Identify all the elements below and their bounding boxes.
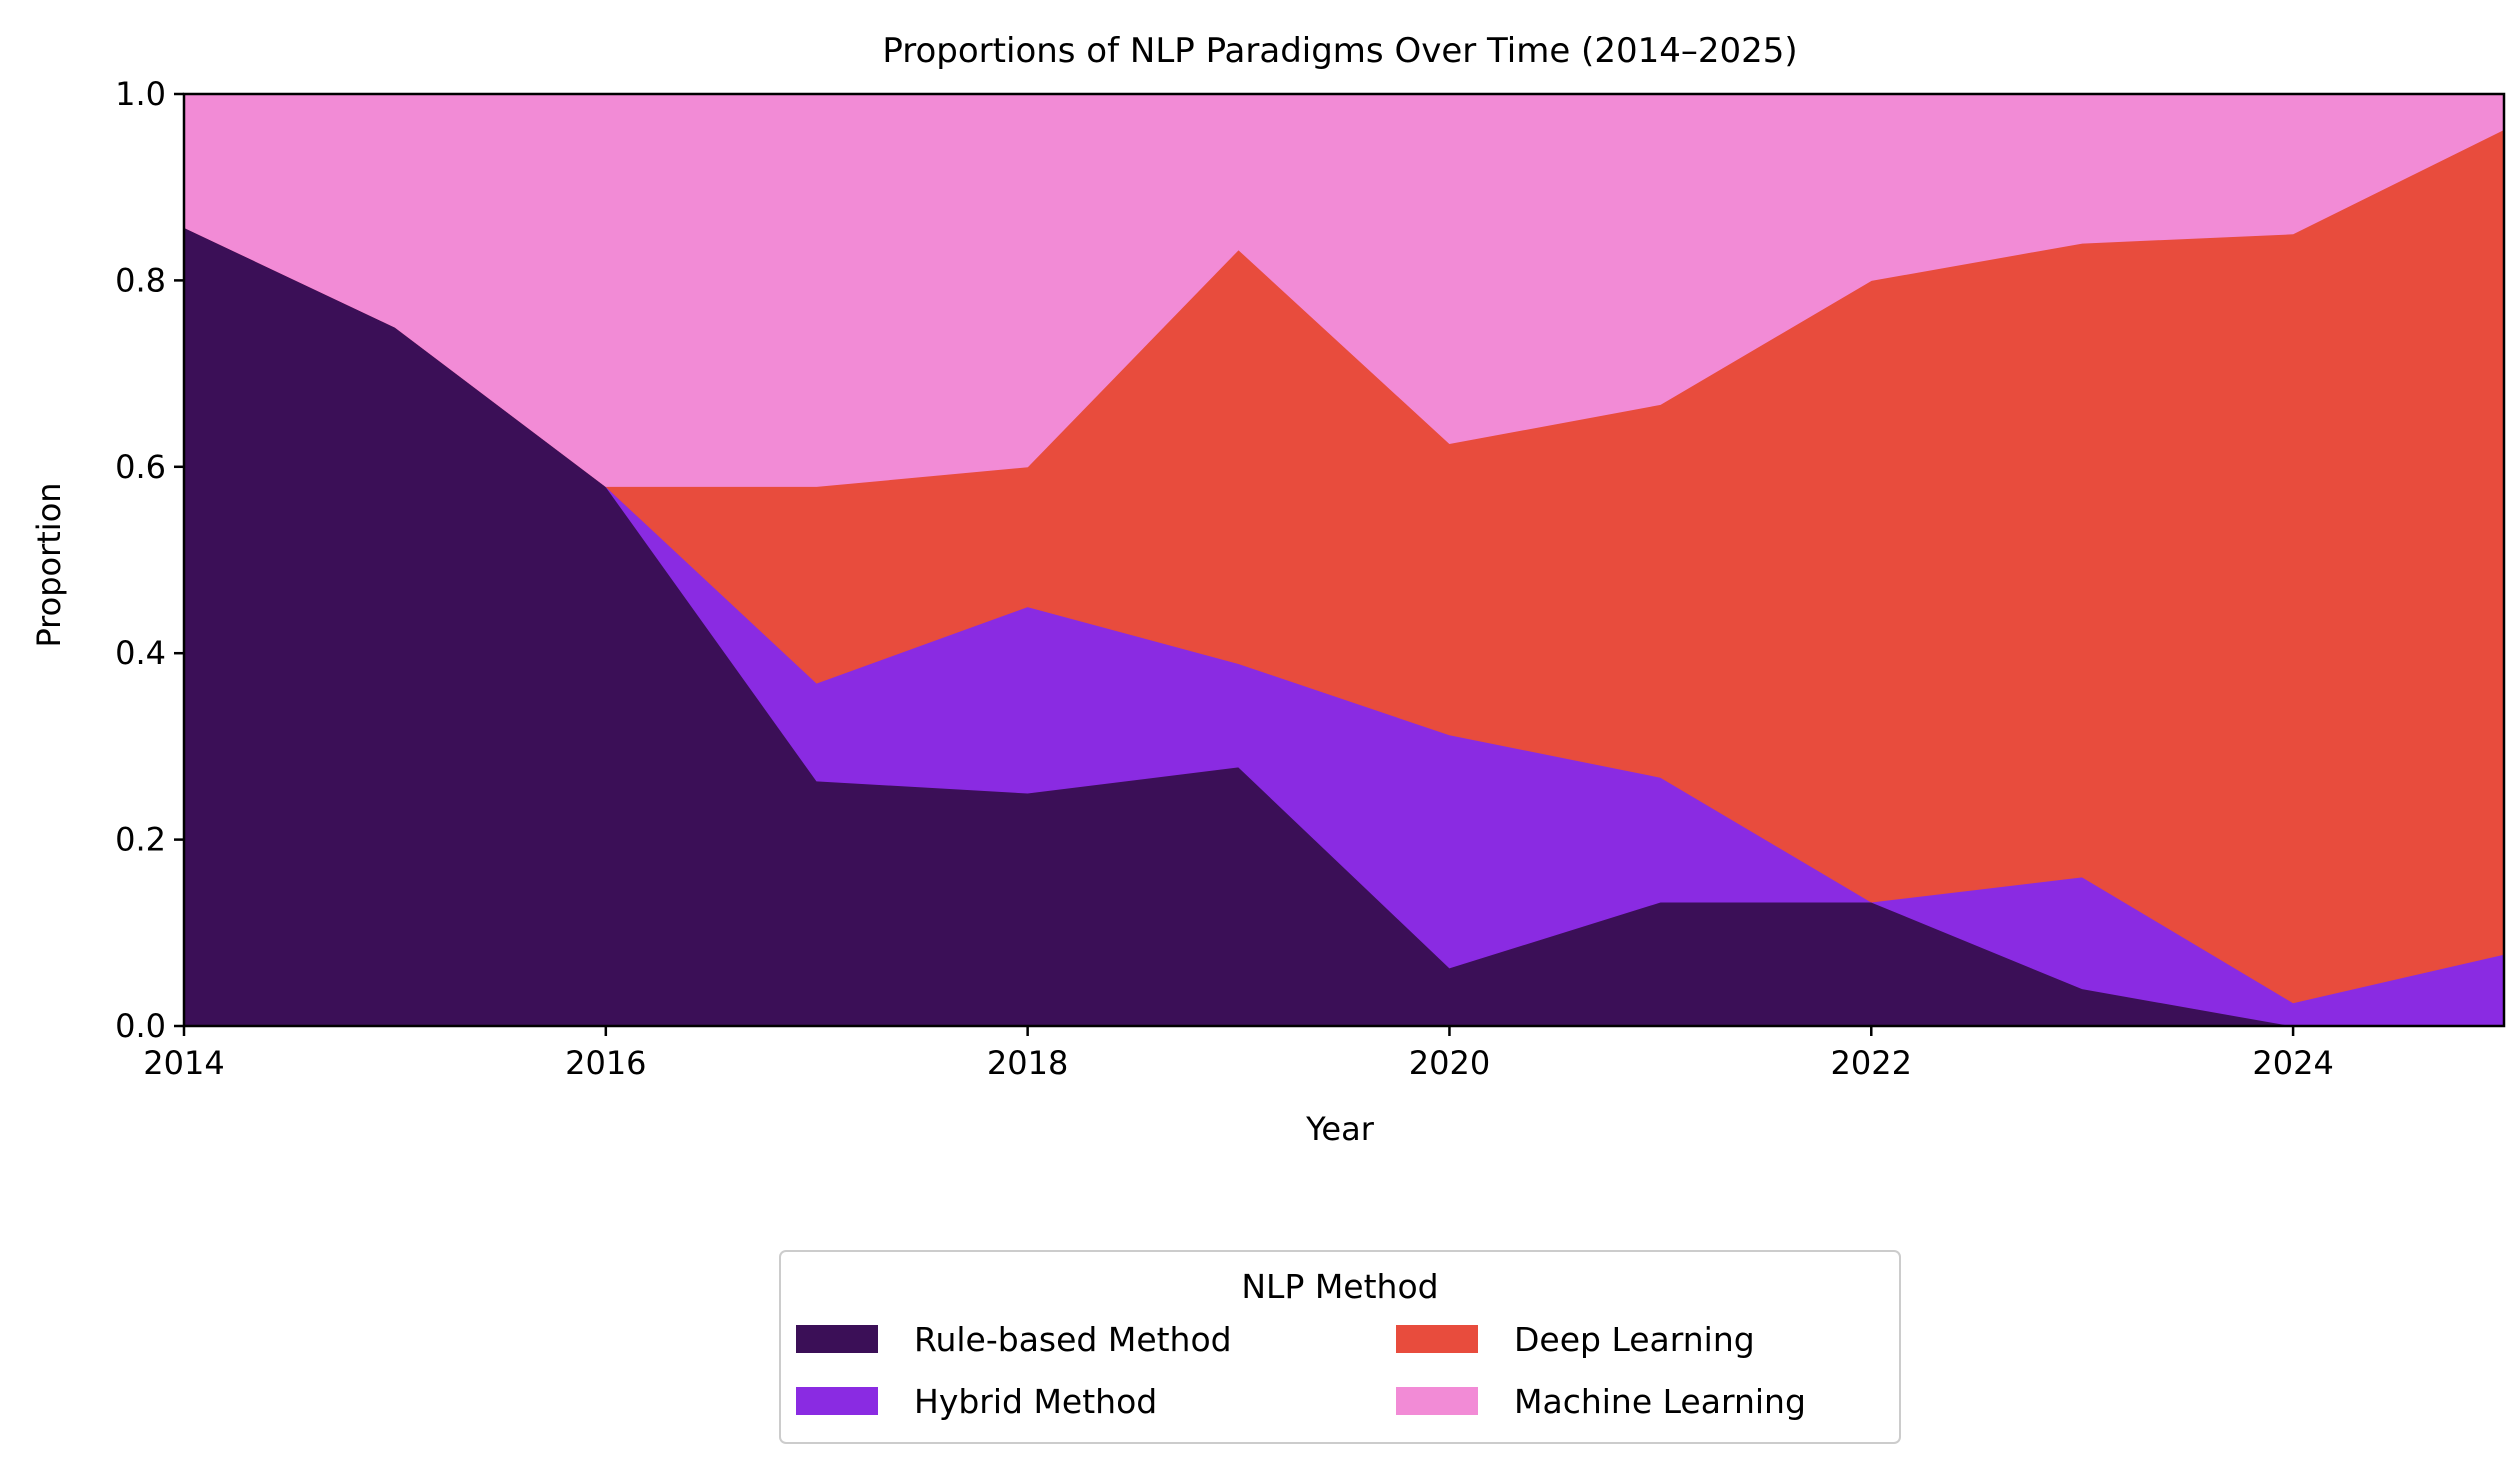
- legend-swatch: [1396, 1387, 1478, 1415]
- plot-frame: [182, 92, 2506, 1028]
- legend-entries: Rule-based Method Hybrid Method Deep Learn…: [796, 1320, 1806, 1421]
- legend-label: Hybrid Method: [914, 1382, 1157, 1421]
- y-tick-label: 1.0: [115, 75, 166, 113]
- x-tick-label: 2014: [143, 1044, 224, 1082]
- legend-title: NLP Method: [1241, 1267, 1438, 1306]
- x-tick-label: 2016: [565, 1044, 646, 1082]
- legend-swatch: [796, 1325, 878, 1353]
- legend-label: Machine Learning: [1514, 1382, 1806, 1421]
- y-tick-label: 0.0: [115, 1007, 166, 1045]
- area-layers: [183, 93, 2505, 1027]
- legend: NLP Method Rule-based Method Hybrid Metho…: [779, 1250, 1901, 1444]
- chart-title: Proportions of NLP Paradigms Over Time (…: [882, 31, 1797, 71]
- x-tick-label: 2024: [2252, 1044, 2333, 1082]
- y-axis-ticks: 0.0 0.2 0.4 0.6 0.8 1.0: [115, 75, 184, 1045]
- y-axis-label: Proportion: [30, 482, 68, 647]
- legend-label: Deep Learning: [1514, 1320, 1755, 1359]
- x-axis-ticks: 2014 2016 2018 2020 2022 2024: [143, 1026, 2334, 1082]
- legend-frame: [779, 1250, 1901, 1444]
- legend-swatch: [796, 1387, 878, 1415]
- legend-swatch: [1396, 1325, 1478, 1353]
- x-tick-label: 2022: [1831, 1044, 1912, 1082]
- y-tick-label: 0.6: [115, 448, 166, 486]
- x-axis-label: Year: [1305, 1110, 1375, 1148]
- x-tick-label: 2020: [1409, 1044, 1490, 1082]
- y-tick-label: 0.8: [115, 261, 166, 299]
- legend-label: Rule-based Method: [914, 1320, 1232, 1359]
- y-tick-label: 0.4: [115, 634, 166, 672]
- y-tick-label: 0.2: [115, 821, 166, 859]
- x-tick-label: 2018: [987, 1044, 1068, 1082]
